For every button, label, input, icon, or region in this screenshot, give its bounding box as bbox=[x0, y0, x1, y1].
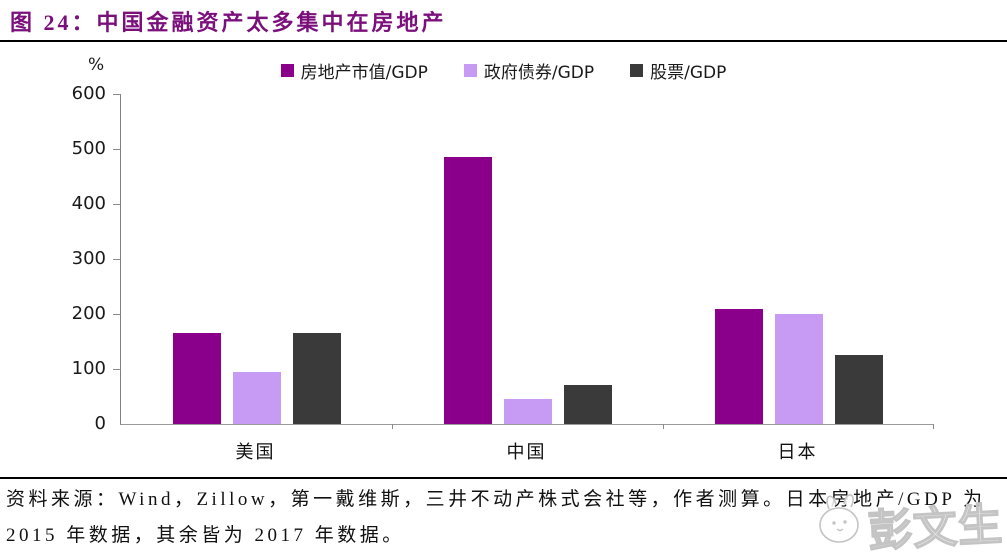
bar-中国-政府债券/GDP bbox=[503, 399, 552, 424]
bar-日本-股票/GDP bbox=[834, 355, 883, 424]
legend-item-股票/GDP: 股票/GDP bbox=[630, 58, 726, 83]
x-tick-mark bbox=[392, 424, 393, 429]
source-note-line2: 2015 年数据，其余皆为 2017 年数据。 bbox=[6, 525, 405, 546]
bar-美国-股票/GDP bbox=[292, 333, 341, 424]
legend-label: 政府债券/GDP bbox=[483, 63, 595, 83]
x-tick-mark bbox=[663, 424, 664, 429]
y-tick-mark bbox=[113, 204, 121, 205]
y-axis-unit-label: % bbox=[88, 55, 105, 75]
legend-swatch bbox=[463, 64, 477, 77]
legend: 房地产市值/GDP 政府债券/GDP 股票/GDP bbox=[0, 58, 1007, 83]
legend-swatch bbox=[630, 64, 644, 77]
figure-number: 图 24： bbox=[10, 10, 97, 35]
category-label-日本: 日本 bbox=[777, 442, 818, 463]
bar-美国-房地产市值/GDP bbox=[172, 333, 221, 424]
bar-group-中国 bbox=[392, 157, 663, 424]
bar-group-美国 bbox=[121, 333, 392, 424]
figure-title: 图 24：中国金融资产太多集中在房地产 bbox=[10, 5, 447, 37]
legend-item-房地产市值/GDP: 房地产市值/GDP bbox=[280, 58, 428, 83]
y-tick-label: 100 bbox=[71, 358, 106, 379]
y-tick-label: 400 bbox=[71, 193, 106, 214]
category-label-中国: 中国 bbox=[506, 442, 547, 463]
y-tick-mark bbox=[113, 259, 121, 260]
bar-日本-房地产市值/GDP bbox=[714, 309, 763, 424]
y-tick-mark bbox=[113, 149, 121, 150]
x-tick-mark bbox=[933, 424, 934, 429]
plot-area bbox=[113, 94, 934, 429]
title-divider bbox=[0, 40, 1007, 42]
bar-中国-股票/GDP bbox=[563, 385, 612, 424]
bar-group-日本 bbox=[663, 309, 934, 424]
bar-中国-房地产市值/GDP bbox=[443, 157, 492, 424]
y-tick-label: 0 bbox=[94, 413, 106, 434]
y-tick-label: 500 bbox=[71, 138, 106, 159]
y-tick-mark bbox=[113, 314, 121, 315]
legend-label: 股票/GDP bbox=[650, 63, 727, 83]
source-note-line1: 资料来源：Wind，Zillow，第一戴维斯，三井不动产株式会社等，作者测算。日… bbox=[6, 489, 986, 510]
y-tick-label: 200 bbox=[71, 303, 106, 324]
legend-swatch bbox=[280, 64, 294, 77]
y-tick-label: 300 bbox=[71, 248, 106, 269]
y-tick-mark bbox=[113, 94, 121, 95]
legend-item-政府债券/GDP: 政府债券/GDP bbox=[463, 58, 595, 83]
footer-divider bbox=[0, 477, 1007, 479]
bar-groups bbox=[121, 94, 934, 424]
legend-label: 房地产市值/GDP bbox=[300, 63, 428, 83]
x-axis-category-labels: 美国 中国 日本 bbox=[120, 438, 933, 464]
y-tick-mark bbox=[113, 369, 121, 370]
y-tick-label: 600 bbox=[71, 83, 106, 104]
category-label-美国: 美国 bbox=[235, 442, 276, 463]
bar-美国-政府债券/GDP bbox=[232, 372, 281, 424]
bar-日本-政府债券/GDP bbox=[774, 314, 823, 424]
figure-title-text: 中国金融资产太多集中在房地产 bbox=[96, 10, 447, 35]
